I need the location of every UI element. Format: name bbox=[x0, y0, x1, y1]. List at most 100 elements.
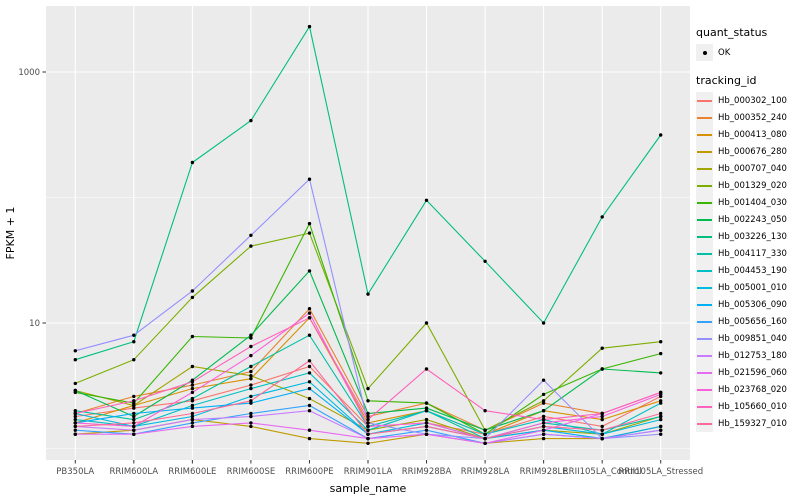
data-point bbox=[659, 428, 663, 432]
legend-line-key bbox=[696, 211, 713, 228]
data-point bbox=[73, 358, 78, 362]
data-point bbox=[132, 424, 136, 429]
data-point bbox=[600, 414, 604, 419]
legend-items-tracking-id: Hb_000302_100 Hb_000352_240 Hb_000413_080 H… bbox=[696, 92, 800, 432]
data-point bbox=[541, 392, 546, 397]
data-point bbox=[541, 399, 546, 403]
legend-line-key bbox=[696, 160, 713, 177]
data-point bbox=[600, 346, 604, 350]
y-axis-tick-label: 10 bbox=[29, 319, 40, 329]
line-swatch-icon bbox=[697, 99, 712, 102]
legend-item: Hb_009851_040 bbox=[696, 330, 800, 347]
data-point bbox=[249, 344, 253, 349]
data-point bbox=[190, 403, 195, 408]
data-point bbox=[541, 432, 546, 436]
data-point bbox=[307, 24, 312, 29]
legend-group-quant-status: quant_status OK bbox=[696, 26, 800, 61]
legend-line-key bbox=[696, 364, 713, 381]
line-swatch-icon bbox=[697, 354, 712, 357]
legend-line-key bbox=[696, 245, 713, 262]
data-point bbox=[541, 417, 546, 422]
data-point bbox=[190, 390, 195, 395]
data-point bbox=[190, 364, 195, 369]
data-point bbox=[190, 396, 195, 401]
legend-item: Hb_000676_280 bbox=[696, 143, 800, 160]
line-swatch-icon bbox=[697, 201, 712, 204]
legend-line-key bbox=[696, 92, 713, 109]
legend-item: OK bbox=[696, 44, 800, 61]
data-point bbox=[132, 358, 136, 362]
data-point bbox=[132, 414, 136, 419]
data-point bbox=[190, 380, 195, 384]
legend-item: Hb_023768_020 bbox=[696, 381, 800, 398]
legend-item-label: Hb_000302_100 bbox=[718, 95, 787, 106]
line-swatch-icon bbox=[697, 388, 712, 391]
data-point bbox=[307, 364, 312, 369]
data-point bbox=[190, 406, 195, 410]
data-point bbox=[424, 432, 429, 436]
data-point bbox=[600, 215, 604, 219]
legend-point-key bbox=[696, 44, 713, 61]
data-point bbox=[659, 411, 663, 416]
x-axis-tick-label: RRIM901LA bbox=[344, 467, 393, 477]
data-point bbox=[366, 399, 370, 403]
data-point bbox=[249, 336, 253, 340]
x-axis-tick-label: PB350LA bbox=[56, 467, 94, 477]
data-point bbox=[307, 409, 312, 413]
data-point bbox=[600, 424, 604, 429]
data-point bbox=[307, 177, 312, 181]
legend-item-label: Hb_001329_020 bbox=[718, 180, 787, 191]
data-point bbox=[659, 133, 663, 137]
legend-item: Hb_004453_190 bbox=[696, 262, 800, 279]
legend-item: Hb_012753_180 bbox=[696, 347, 800, 364]
data-point bbox=[659, 401, 663, 405]
data-point bbox=[366, 421, 370, 425]
legend-line-key bbox=[696, 415, 713, 432]
data-point bbox=[424, 421, 429, 425]
data-point bbox=[307, 403, 312, 408]
line-swatch-icon bbox=[697, 405, 712, 408]
data-point bbox=[366, 436, 370, 441]
x-axis-tick-label: RRIM600LA bbox=[110, 467, 159, 477]
data-point bbox=[132, 421, 136, 425]
data-point bbox=[541, 436, 546, 441]
data-point bbox=[249, 414, 253, 419]
data-point bbox=[307, 371, 312, 375]
legend-line-key bbox=[696, 313, 713, 330]
legend-title-tracking-id: tracking_id bbox=[696, 74, 757, 87]
data-point bbox=[132, 333, 136, 337]
data-point bbox=[249, 394, 253, 399]
legend-item: Hb_004117_330 bbox=[696, 245, 800, 262]
data-point bbox=[307, 307, 312, 311]
data-point bbox=[249, 333, 253, 337]
data-point bbox=[73, 414, 78, 419]
legend-line-key bbox=[696, 109, 713, 126]
legend-item: Hb_001329_020 bbox=[696, 177, 800, 194]
legend-line-key bbox=[696, 194, 713, 211]
data-point bbox=[132, 432, 136, 436]
data-point bbox=[249, 364, 253, 369]
data-point bbox=[307, 269, 312, 273]
data-point bbox=[132, 417, 136, 422]
data-point bbox=[307, 359, 312, 363]
legend-item: Hb_105660_010 bbox=[696, 398, 800, 415]
data-point bbox=[659, 340, 663, 344]
legend-item-label: Hb_005001_010 bbox=[718, 282, 787, 293]
data-point bbox=[541, 409, 546, 413]
x-axis-tick-label: RRIM600SE bbox=[227, 467, 276, 477]
data-point bbox=[190, 421, 195, 425]
legend-panel: quant_status OK tracking_id Hb_000302_10… bbox=[696, 26, 800, 445]
data-point bbox=[659, 417, 663, 422]
legend-item-label: Hb_159327_010 bbox=[718, 418, 787, 429]
data-point bbox=[659, 414, 663, 419]
x-axis-tick-label: RRIM928LE bbox=[520, 467, 568, 477]
data-point bbox=[366, 441, 370, 445]
data-point bbox=[249, 118, 253, 123]
data-point bbox=[132, 403, 136, 408]
data-point bbox=[483, 409, 487, 413]
data-point bbox=[190, 386, 195, 391]
legend-item-label: Hb_000707_040 bbox=[718, 163, 787, 174]
data-point bbox=[366, 414, 370, 419]
legend-item-label: Hb_009851_040 bbox=[718, 333, 787, 344]
